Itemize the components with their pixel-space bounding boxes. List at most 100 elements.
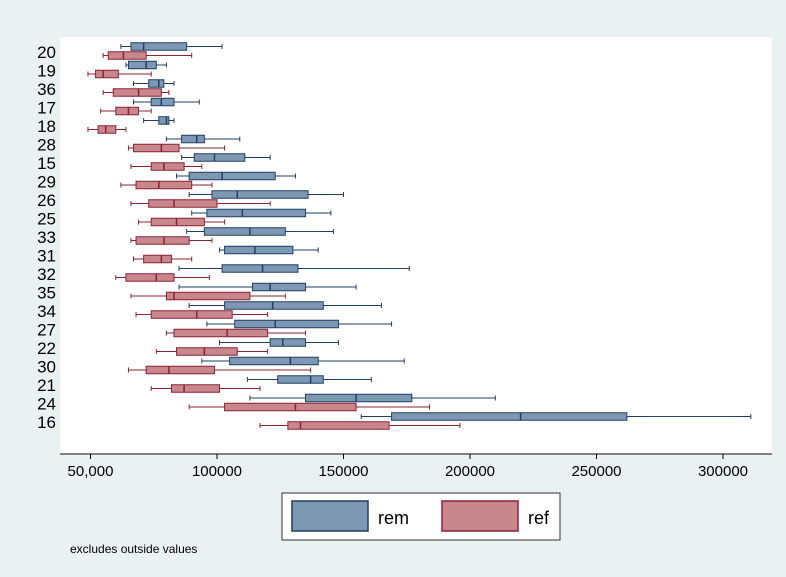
group-labels: 2019361718281529262533313235342722302124…: [37, 43, 56, 432]
group-label: 36: [37, 80, 56, 99]
iqr-box: [143, 254, 172, 264]
box-ref-35: [130, 291, 286, 301]
group-label: 16: [37, 413, 56, 432]
box-rem-25: [191, 208, 332, 218]
box-ref-18: [87, 125, 127, 134]
box-rem-21: [246, 375, 372, 384]
iqr-box: [251, 282, 307, 292]
group-label: 19: [37, 62, 56, 81]
iqr-box: [125, 273, 175, 282]
group-label: 20: [37, 43, 56, 62]
box-ref-15: [130, 162, 203, 171]
box-ref-34: [135, 310, 269, 319]
group-label: 25: [37, 210, 56, 229]
group-label: 33: [37, 228, 56, 247]
box-ref-24: [188, 402, 431, 412]
iqr-box: [135, 236, 190, 245]
legend-swatch-ref: [441, 500, 519, 532]
iqr-box: [188, 171, 276, 181]
group-label: 34: [37, 302, 56, 321]
box-rem-29: [176, 171, 296, 181]
box-ref-31: [133, 254, 193, 264]
iqr-box: [181, 134, 205, 144]
iqr-box: [150, 97, 175, 107]
iqr-box: [130, 42, 188, 51]
box-rem-35: [178, 282, 357, 292]
box-ref-26: [130, 199, 271, 208]
x-tick-label: 150000: [318, 463, 368, 480]
iqr-box: [224, 301, 324, 310]
iqr-box: [150, 217, 205, 227]
boxes: [87, 42, 752, 430]
iqr-box: [107, 51, 147, 60]
box-rem-30: [201, 356, 405, 366]
iqr-box: [287, 421, 390, 430]
iqr-box: [305, 393, 413, 403]
box-rem-24: [249, 393, 496, 403]
box-ref-29: [120, 180, 213, 190]
iqr-box: [145, 365, 215, 375]
legend: rem ref: [281, 492, 561, 541]
iqr-box: [173, 328, 269, 338]
box-rem-36: [133, 79, 175, 88]
iqr-box: [148, 199, 218, 208]
box-ref-22: [155, 347, 269, 356]
box-rem-28: [165, 134, 241, 144]
iqr-box: [221, 264, 299, 273]
x-tick-label: 300000: [698, 463, 748, 480]
iqr-box: [165, 291, 251, 301]
iqr-box: [95, 69, 119, 79]
iqr-box: [97, 125, 117, 134]
group-label: 31: [37, 247, 56, 266]
group-label: 30: [37, 358, 56, 377]
x-axis: 50,000 100000 150000 200000 250000 300000: [60, 453, 772, 480]
box-ref-32: [115, 273, 210, 282]
box-ref-19: [87, 69, 152, 79]
box-rem-19: [125, 60, 167, 70]
box-rem-27: [206, 319, 393, 329]
box-rem-16: [360, 412, 752, 421]
box-ref-17: [100, 106, 152, 116]
box-ref-33: [130, 236, 213, 245]
box-ref-27: [165, 328, 307, 338]
group-label: 26: [37, 191, 56, 210]
box-rem-32: [178, 264, 410, 273]
group-label: 22: [37, 339, 56, 358]
box-ref-16: [259, 421, 461, 430]
legend-swatch-rem: [291, 500, 369, 532]
chart-note: excludes outside values: [70, 542, 197, 556]
box-rem-22: [219, 338, 339, 347]
box-rem-20: [120, 42, 223, 51]
iqr-box: [277, 375, 324, 384]
iqr-box: [203, 227, 286, 236]
box-ref-30: [127, 365, 312, 375]
box-rem-31: [219, 245, 319, 255]
iqr-box: [391, 412, 628, 421]
iqr-box: [127, 60, 157, 70]
group-label: 21: [37, 376, 56, 395]
group-label: 35: [37, 284, 56, 303]
box-rem-26: [188, 190, 344, 199]
iqr-box: [176, 347, 238, 356]
group-label: 24: [37, 395, 56, 414]
iqr-box: [112, 88, 162, 97]
x-tick-label: 200000: [445, 463, 495, 480]
group-label: 32: [37, 265, 56, 284]
box-ref-36: [102, 88, 170, 97]
iqr-box: [170, 384, 221, 393]
iqr-box: [135, 180, 193, 190]
box-ref-20: [102, 51, 193, 60]
iqr-box: [269, 338, 307, 347]
box-ref-25: [138, 217, 226, 227]
group-label: 28: [37, 136, 56, 155]
group-label: 29: [37, 173, 56, 192]
iqr-box: [224, 402, 357, 412]
legend-label-ref: ref: [528, 508, 550, 528]
iqr-box: [224, 245, 294, 255]
box-rem-15: [181, 153, 271, 162]
x-tick-label: 250000: [571, 463, 621, 480]
group-label: 27: [37, 321, 56, 340]
x-tick-label: 50,000: [68, 463, 114, 480]
box-rem-17: [133, 97, 200, 107]
iqr-box: [234, 319, 339, 329]
